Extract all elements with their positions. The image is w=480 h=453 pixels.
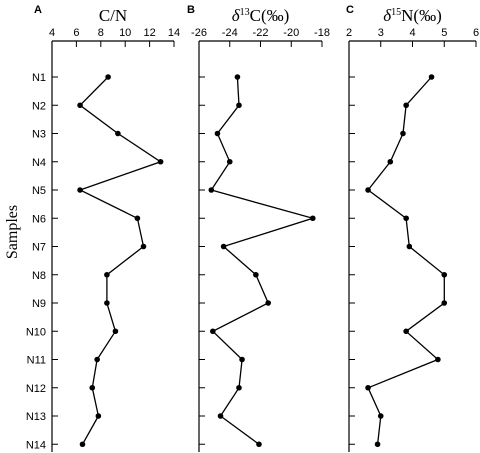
panel-a-cn: A C/N 4 6 8 10 12 14 N1 N2 N3 N4 N5 N6 N7 N8 N9 N10 N11 N12… [26, 4, 180, 452]
data-point-n9 [104, 300, 110, 306]
title-superscript: 15 [391, 7, 401, 18]
data-point-n11 [94, 356, 100, 363]
x-tick-label: 6 [73, 27, 79, 39]
data-point-n13 [95, 413, 102, 419]
category-label: N12 [26, 383, 46, 395]
category-label: N6 [32, 213, 46, 225]
series-line [78, 76, 163, 445]
data-point-n4 [387, 158, 394, 165]
title-rest: N(‰) [401, 6, 442, 25]
category-label: N14 [26, 439, 46, 451]
x-tick-label: 4 [49, 27, 55, 39]
data-point-n11 [239, 356, 245, 363]
data-point-n8 [441, 271, 448, 278]
data-point-n9 [265, 300, 271, 306]
data-point-n1 [234, 74, 241, 80]
data-point-n2 [77, 102, 83, 109]
data-point-n2 [236, 102, 242, 109]
category-label: N1 [32, 72, 46, 84]
x-tick-label: 3 [378, 27, 384, 39]
x-tick-label: -24 [222, 27, 238, 39]
data-point-n4 [226, 158, 233, 165]
x-tick-label: 5 [441, 27, 447, 39]
data-point-n3 [214, 130, 221, 137]
x-tick-label: -18 [314, 27, 330, 39]
category-label: N2 [32, 100, 46, 112]
data-point-n10 [112, 328, 119, 335]
data-point-n7 [406, 243, 413, 250]
data-point-n11 [435, 356, 441, 363]
panel-letter: A [34, 4, 42, 16]
x-tick-label: 8 [98, 27, 104, 39]
data-point-n5 [208, 187, 215, 193]
category-label: N3 [32, 129, 46, 141]
title-superscript: 13 [240, 7, 250, 18]
x-tick-label: 12 [143, 27, 155, 39]
data-point-n6 [309, 215, 316, 222]
data-point-n8 [253, 271, 259, 278]
panel-title: δ15N(‰) [383, 6, 442, 25]
data-point-n3 [115, 130, 121, 137]
x-tick-label: -26 [191, 27, 207, 39]
category-label: N9 [32, 298, 46, 310]
category-label: N8 [32, 270, 46, 282]
x-tick-label: 2 [346, 27, 352, 39]
data-point-n7 [220, 243, 227, 250]
category-label: N5 [32, 185, 46, 197]
data-point-n2 [403, 102, 409, 109]
data-point-n12 [236, 384, 242, 391]
data-point-n10 [403, 328, 409, 335]
data-point-n5 [77, 187, 83, 193]
data-point-n4 [157, 158, 164, 165]
data-point-n1 [105, 74, 111, 80]
data-point-n14 [374, 441, 381, 448]
x-tick-label: 6 [473, 27, 479, 39]
data-point-n7 [140, 243, 147, 250]
category-label: N13 [26, 411, 46, 423]
x-tick-label: 14 [168, 27, 180, 39]
data-point-n12 [89, 384, 96, 391]
data-point-n13 [377, 413, 384, 419]
x-tick-label: 10 [119, 27, 131, 39]
category-label: N10 [26, 326, 46, 338]
category-label: N7 [32, 242, 46, 254]
y-axis-label: Samples [4, 205, 21, 259]
series-line [367, 76, 445, 445]
category-label: N11 [27, 355, 46, 367]
panel-title: δ13C(‰) [232, 6, 290, 25]
data-point-n14 [79, 441, 86, 448]
x-tick-label: -20 [283, 27, 299, 39]
title-delta: δ [383, 6, 392, 25]
data-point-n3 [400, 130, 406, 137]
data-point-n9 [441, 300, 448, 306]
data-point-n1 [428, 74, 435, 80]
data-point-n8 [104, 271, 110, 278]
title-rest: C(‰) [250, 6, 290, 25]
x-tick-label: -22 [253, 27, 269, 39]
panel-letter: B [187, 4, 195, 16]
data-point-n6 [134, 215, 141, 222]
title-delta: δ [232, 6, 241, 25]
panel-letter: C [346, 4, 354, 16]
panel-title: C/N [99, 6, 127, 25]
data-point-n5 [365, 187, 371, 193]
data-point-n13 [217, 413, 224, 419]
data-point-n6 [403, 215, 409, 222]
data-point-n10 [210, 328, 216, 335]
x-tick-label: 4 [409, 27, 415, 39]
data-point-n14 [256, 441, 262, 448]
data-point-n12 [365, 384, 371, 391]
series-line [210, 76, 316, 445]
category-label: N4 [32, 157, 46, 169]
